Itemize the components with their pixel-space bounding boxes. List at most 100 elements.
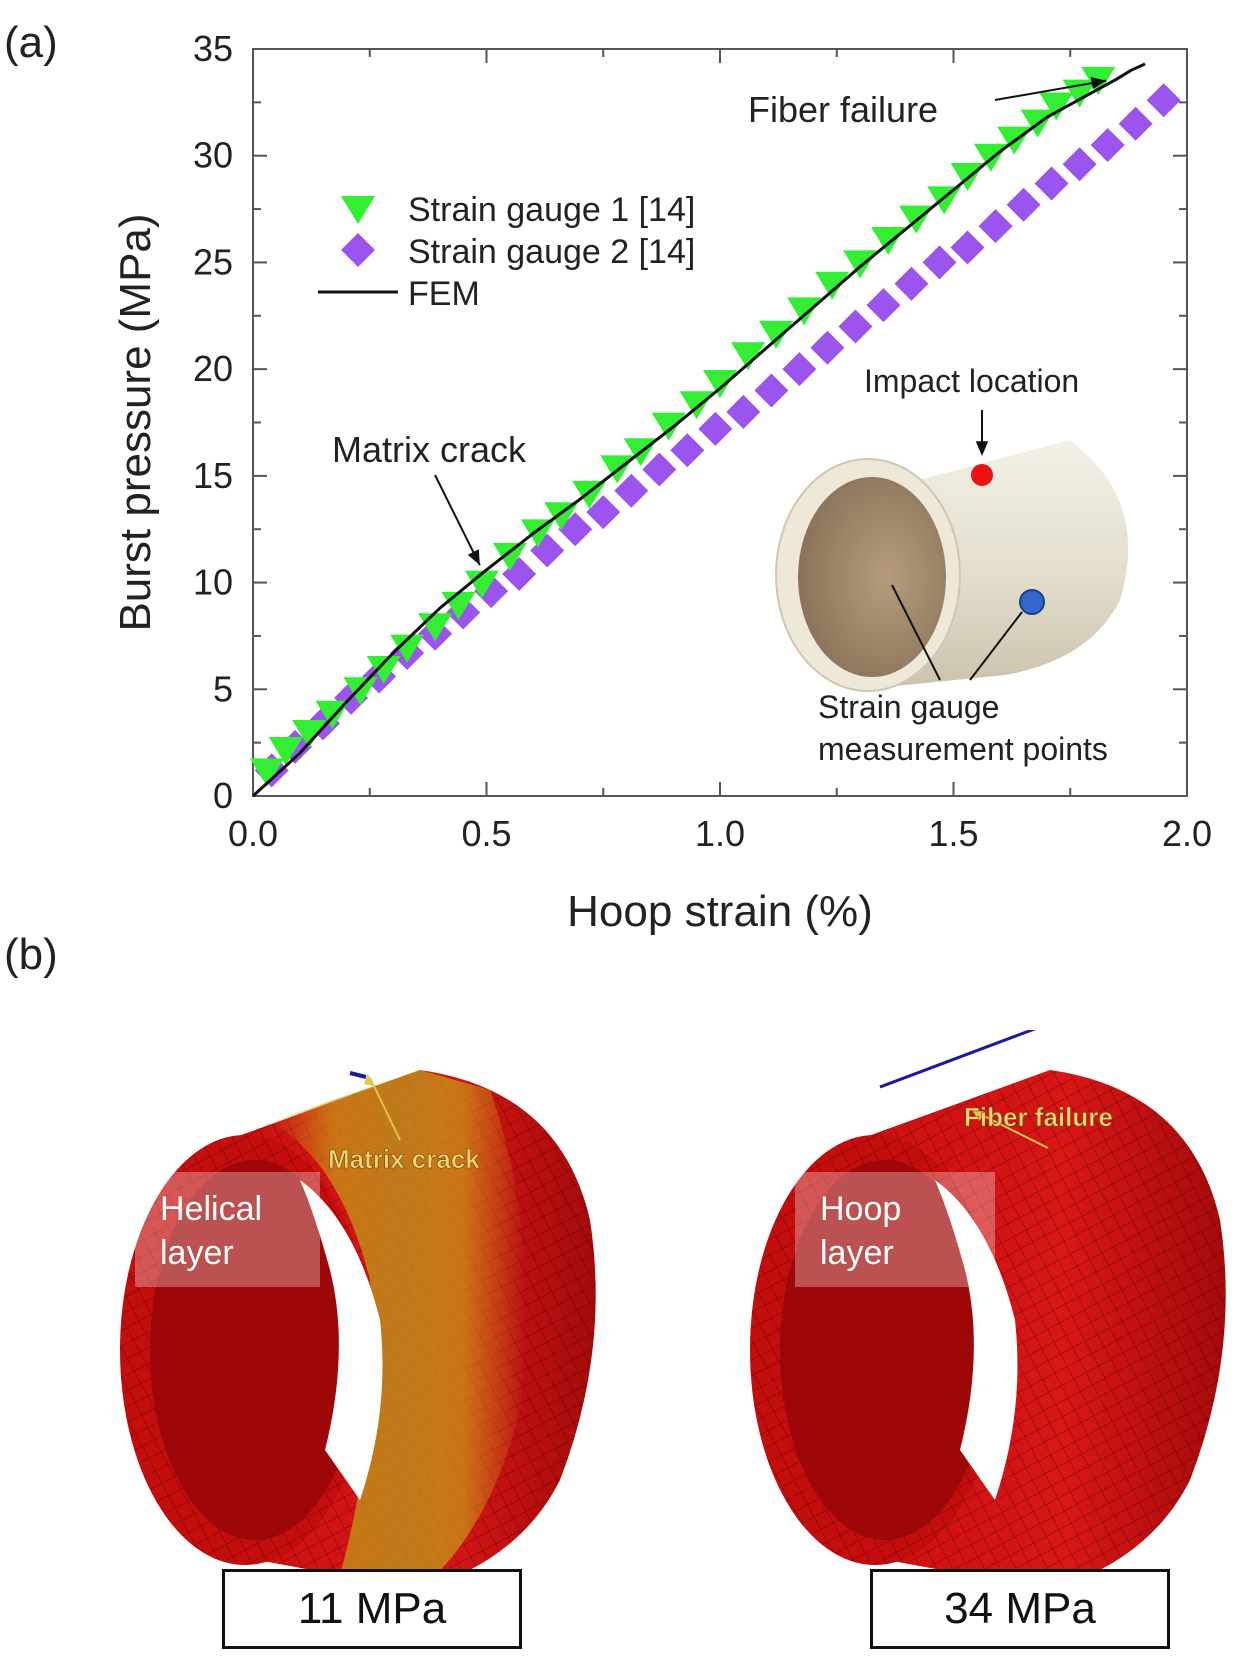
gauge2-point [642, 452, 677, 487]
helical-damage-band [270, 1070, 526, 1590]
x-tick-label: 0.5 [461, 813, 511, 854]
gauge1-point [390, 634, 425, 663]
helical-layer-model: Matrix crack Helical layer [120, 1070, 596, 1590]
panel-a-label: (a) [4, 18, 58, 67]
gauge2-point [810, 330, 845, 365]
legend-marker-gauge1 [341, 196, 375, 224]
gauge1-point [544, 502, 579, 531]
impact-location-label: Impact location [864, 363, 1079, 399]
y-tick-label: 35 [193, 28, 233, 69]
cylinder-inner-bore [798, 477, 946, 677]
gauge1-point [731, 342, 766, 371]
gauge1-point [927, 186, 962, 215]
gauge2-point [782, 352, 817, 387]
fem-line [251, 62, 1146, 798]
matrix-crack-annotation: Matrix crack [332, 429, 527, 470]
y-tick-label: 0 [213, 775, 233, 816]
gauge2-point [894, 266, 929, 301]
matrix-crack-callout: Matrix crack [328, 1144, 480, 1174]
helical-layer-label-bg [135, 1172, 320, 1287]
gauge2-point [922, 245, 957, 280]
hoop-layer-label-line1: Hoop [820, 1190, 901, 1228]
gauge1-point [679, 391, 714, 420]
legend-label-fem: FEM [408, 275, 480, 313]
gauge1-point [520, 519, 555, 548]
gauge2-point [670, 433, 705, 468]
hoop-layer-label-line2: layer [820, 1234, 894, 1272]
axes-frame: 0.0 0.5 1.0 1.5 2.0 0 5 10 15 20 25 30 35 Hoop strain… [111, 28, 1212, 936]
gauge2-point [586, 495, 621, 530]
strain-gauge-marker [1019, 589, 1045, 615]
gauge1-point [871, 226, 906, 255]
gauge1-point [292, 719, 327, 748]
x-tick-label: 1.0 [695, 813, 745, 854]
y-tick-label: 30 [193, 135, 233, 176]
gauge2-point [726, 394, 761, 429]
hoop-bore-opening [935, 1180, 1018, 1500]
gauge1-point [815, 271, 850, 300]
panel-b: Matrix crack Helical layer Fiber failure… [0, 1023, 1260, 1660]
fiber-failure-mark [879, 1023, 1046, 1089]
y-tick-label: 10 [193, 562, 233, 603]
y-tick-label: 5 [213, 668, 233, 709]
x-tick-label: 2.0 [1162, 813, 1212, 854]
fiber-failure-arrowhead [1090, 77, 1107, 90]
matrix-crack-arrow [369, 1077, 401, 1141]
legend-label-gauge2: Strain gauge 2 [14] [408, 233, 695, 271]
annotation-layer: Fiber failure Matrix crack [332, 77, 1107, 624]
legend-label-gauge1: Strain gauge 1 [14] [408, 191, 695, 229]
fiber-failure-callout: Fiber failure [964, 1102, 1113, 1132]
gauge1-point [759, 320, 794, 349]
y-tick-label: 15 [193, 455, 233, 496]
gauge1-point [651, 412, 686, 441]
gauge2-point [754, 373, 789, 408]
gauge1-point [250, 758, 285, 787]
x-tick-label: 1.5 [928, 813, 978, 854]
helical-layer-label-line1: Helical [160, 1190, 262, 1228]
y-tick-label: 20 [193, 348, 233, 389]
gauge-arrow-outer [969, 611, 1023, 681]
gauge2-point [1146, 83, 1181, 118]
impact-marker [971, 464, 993, 486]
gauge2-point [698, 411, 733, 446]
gauge2-point [866, 288, 901, 323]
gauge2-point [950, 230, 985, 265]
matrix-crack-arrowhead [467, 549, 480, 566]
gauge1-point [843, 250, 878, 279]
gauge2-point [1118, 106, 1153, 141]
gauge2-point [1006, 187, 1041, 222]
gauge1-point [703, 369, 737, 398]
gauge-label-line2: measurement points [818, 731, 1108, 767]
fiber-failure-arrow [994, 79, 1107, 101]
helical-layer-label-line2: layer [160, 1234, 234, 1272]
gauge1-point [343, 677, 378, 706]
matrix-crack-mark [349, 1071, 367, 1079]
fiber-failure-annotation: Fiber failure [748, 89, 938, 130]
pressure-label-right: 34 MPa [870, 1569, 1170, 1649]
helical-bore-opening [300, 1180, 383, 1500]
matrix-crack-arrow [434, 474, 481, 566]
gauge2-point [978, 209, 1013, 244]
gauge1-point [787, 297, 822, 326]
gauge1-point [492, 542, 527, 571]
panel-b-label: (b) [4, 930, 58, 979]
gauge2-point [1062, 147, 1097, 182]
gauge2-point [1034, 166, 1069, 201]
gauge1-point [268, 737, 303, 766]
fiber-failure-arrow [977, 1112, 1049, 1149]
gauge1-point [572, 480, 607, 509]
pressure-label-left: 11 MPa [222, 1569, 522, 1649]
gauge1-point [464, 570, 499, 599]
inset-cylinder: Impact location Strain gauge measurement p… [775, 363, 1129, 767]
gauge-label-line1: Strain gauge [818, 689, 999, 725]
y-tick-label: 25 [193, 241, 233, 282]
gauge1-point [366, 655, 401, 684]
fe-models: Matrix crack Helical layer Fiber failure… [120, 1023, 1226, 1590]
gauge2-point [614, 473, 649, 508]
gauge-arrow-inner [891, 584, 941, 681]
hoop-layer-model: Fiber failure Hoop layer [750, 1023, 1226, 1590]
x-tick-label: 0.0 [228, 813, 278, 854]
legend-marker-gauge2 [341, 233, 375, 267]
gauge2-point [838, 309, 873, 344]
hoop-layer-label-bg [795, 1172, 995, 1287]
